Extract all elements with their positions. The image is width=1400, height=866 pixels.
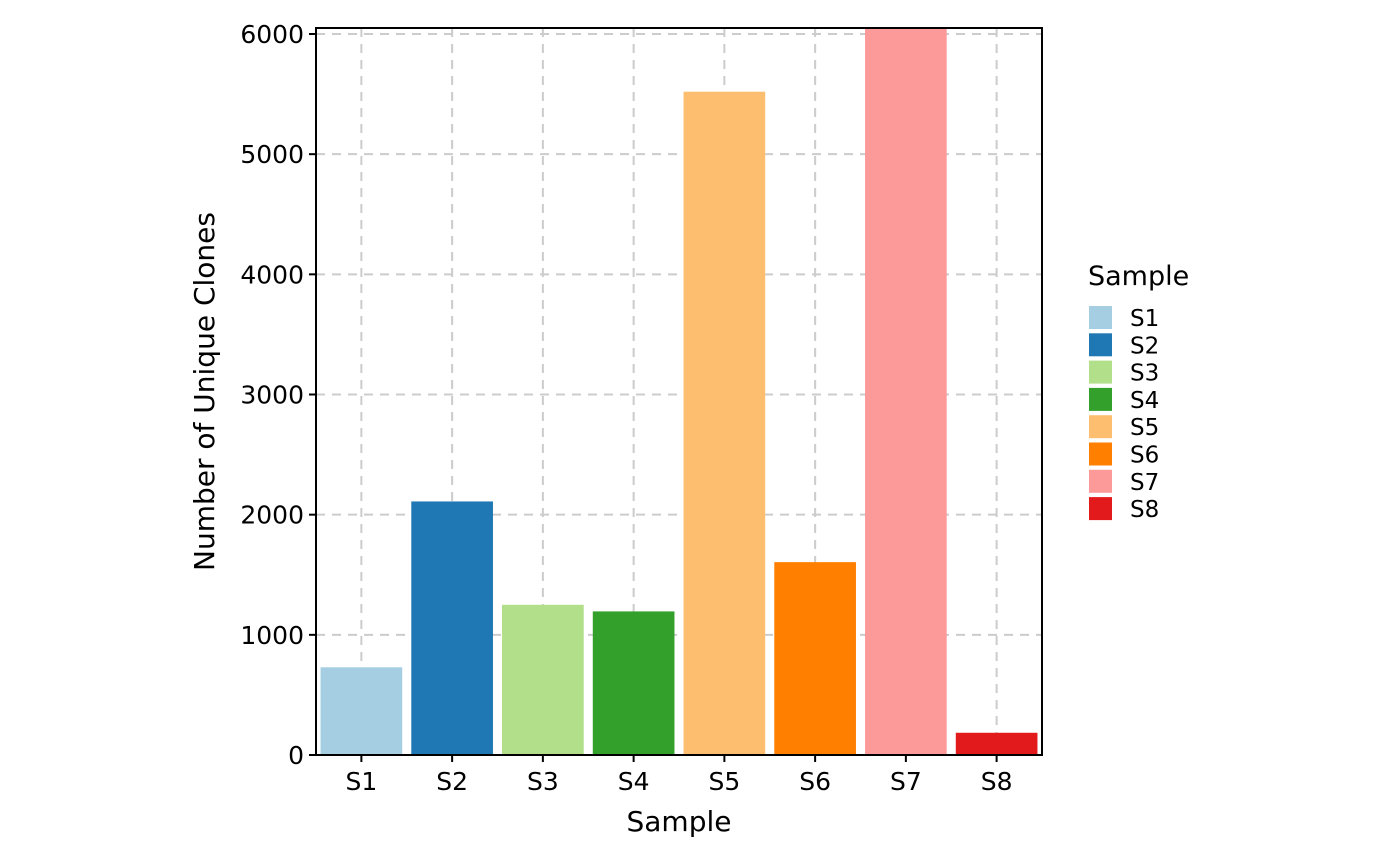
y-axis-title: Number of Unique Clones [188,212,221,571]
legend-label-s4: S4 [1130,388,1159,414]
legend-swatch-s6 [1089,442,1112,466]
plot-frame [315,27,1043,756]
y-tick-label: 4000 [240,260,304,289]
x-tick-label: S8 [981,767,1013,796]
legend-label-s7: S7 [1130,470,1159,496]
x-tick-label: S2 [436,767,468,796]
y-tick-label: 3000 [240,381,304,410]
x-tick-label: S4 [618,767,650,796]
legend-swatch-s2 [1089,333,1112,357]
x-tick-label: S5 [708,767,740,796]
bar-s8 [955,732,1038,755]
y-tick-label: 0 [288,741,304,770]
legend-label-s3: S3 [1130,361,1159,387]
bar-s4 [592,611,675,755]
legend-swatch-s1 [1089,306,1112,329]
bar-s2 [411,501,493,755]
y-tick-label: 5000 [240,140,304,169]
legend-swatch-s7 [1089,469,1112,493]
legend-label-s6: S6 [1130,443,1159,469]
y-tick-label: 1000 [240,621,304,650]
legend-swatch-s8 [1089,497,1112,521]
legend-label-s5: S5 [1130,415,1159,441]
bar-s5 [683,91,766,755]
bar-s1 [320,667,403,755]
legend-label-s2: S2 [1130,333,1159,359]
x-tick-label: S6 [799,767,831,796]
legend-title: Sample [1088,261,1189,292]
x-tick-label: S7 [890,767,922,796]
bar-s7 [865,28,947,755]
y-tick-label: 2000 [240,501,304,530]
bar-s3 [502,604,584,755]
axis-ticks: 0 1000 2000 3000 4000 5000 6000 S1 S2 S3 S4 S5 S6 S7 S… [240,20,1012,796]
x-axis-title: Sample [627,805,732,838]
x-tick-label: S3 [527,767,559,796]
bar-s6 [774,562,856,755]
legend-label-s8: S8 [1130,497,1159,523]
legend-swatch-s5 [1089,415,1112,439]
bars [320,28,1038,755]
y-tick-label: 6000 [240,20,304,49]
legend-label-s1: S1 [1130,306,1159,332]
legend-swatch-s3 [1089,360,1112,384]
legend-swatch-s4 [1089,387,1112,411]
x-tick-label: S1 [345,767,377,796]
